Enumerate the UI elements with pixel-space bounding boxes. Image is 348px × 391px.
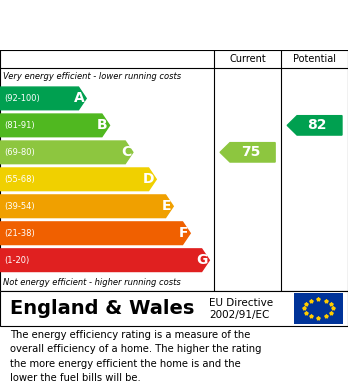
- Polygon shape: [0, 222, 190, 244]
- Text: England & Wales: England & Wales: [10, 299, 195, 318]
- Text: Current: Current: [229, 54, 266, 64]
- Text: Very energy efficient - lower running costs: Very energy efficient - lower running co…: [3, 72, 182, 81]
- Polygon shape: [0, 141, 133, 164]
- Text: (39-54): (39-54): [4, 202, 35, 211]
- Text: G: G: [196, 253, 207, 267]
- Text: (55-68): (55-68): [4, 175, 35, 184]
- Text: the more energy efficient the home is and the: the more energy efficient the home is an…: [10, 359, 241, 369]
- Polygon shape: [0, 114, 110, 137]
- Text: F: F: [179, 226, 189, 240]
- Bar: [294, 293, 343, 324]
- Text: Potential: Potential: [293, 54, 336, 64]
- Text: (92-100): (92-100): [4, 94, 40, 103]
- Text: C: C: [121, 145, 131, 159]
- Polygon shape: [0, 249, 209, 271]
- Text: Not energy efficient - higher running costs: Not energy efficient - higher running co…: [3, 278, 181, 287]
- Text: (81-91): (81-91): [4, 121, 35, 130]
- Text: (1-20): (1-20): [4, 256, 30, 265]
- Text: overall efficiency of a home. The higher the rating: overall efficiency of a home. The higher…: [10, 344, 262, 354]
- Text: D: D: [143, 172, 155, 186]
- Text: E: E: [162, 199, 172, 213]
- Text: 75: 75: [241, 145, 260, 159]
- Polygon shape: [287, 116, 342, 135]
- Text: EU Directive: EU Directive: [209, 298, 273, 308]
- Text: (21-38): (21-38): [4, 229, 35, 238]
- Text: The energy efficiency rating is a measure of the: The energy efficiency rating is a measur…: [10, 330, 251, 340]
- Text: A: A: [74, 91, 85, 106]
- Text: 2002/91/EC: 2002/91/EC: [209, 310, 269, 320]
- Polygon shape: [0, 168, 156, 191]
- Text: lower the fuel bills will be.: lower the fuel bills will be.: [10, 373, 141, 383]
- Polygon shape: [0, 87, 86, 110]
- Text: (69-80): (69-80): [4, 148, 35, 157]
- Polygon shape: [220, 143, 275, 162]
- Text: B: B: [97, 118, 108, 133]
- Polygon shape: [0, 195, 173, 217]
- Text: 82: 82: [308, 118, 327, 133]
- Text: Energy Efficiency Rating: Energy Efficiency Rating: [10, 28, 232, 43]
